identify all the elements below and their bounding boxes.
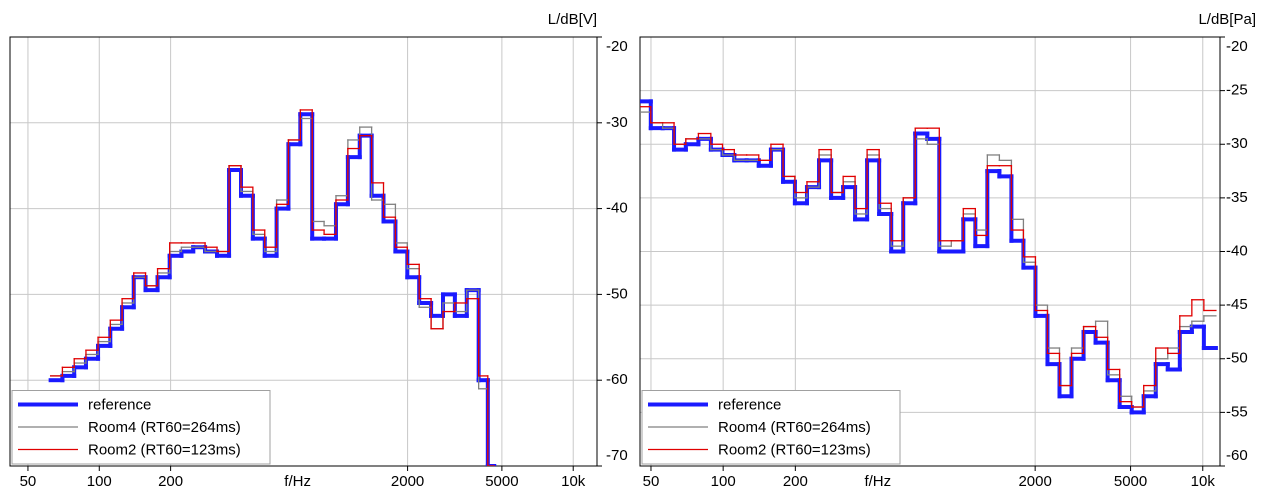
x-axis-label: f/Hz [864, 473, 891, 490]
y-tick-label: -55 [1226, 403, 1248, 420]
y-tick-label: -60 [606, 371, 628, 388]
y-tick-label: -45 [1226, 296, 1248, 313]
plot-frame [9, 36, 598, 467]
y-tick-label: -40 [1226, 242, 1248, 259]
x-tick-label: 5000 [485, 473, 518, 490]
y-tick-label: -50 [1226, 350, 1248, 367]
y-tick-label: -60 [1226, 447, 1248, 464]
legend-label: Room2 (RT60=123ms) [718, 441, 871, 458]
x-tick-label: 10k [561, 473, 586, 490]
x-axis-label: f/Hz [284, 473, 311, 490]
y-tick-label: -20 [1226, 38, 1248, 55]
legend-label: reference [718, 396, 781, 413]
y-tick-label: -25 [1226, 82, 1248, 99]
x-tick-label: 100 [87, 473, 112, 490]
y-tick-label: -50 [606, 285, 628, 302]
y-tick-label: -35 [1226, 189, 1248, 206]
series [640, 106, 1217, 408]
x-tick-label: 50 [643, 473, 660, 490]
y-axis-label: L/dB[Pa] [1198, 11, 1256, 28]
y-tick-label: -30 [1226, 135, 1248, 152]
plot-frame [639, 36, 1221, 467]
y-tick-label: -20 [606, 38, 628, 55]
legend-label: Room4 (RT60=264ms) [88, 419, 241, 436]
series [49, 109, 495, 466]
legend-label: Room4 (RT60=264ms) [718, 419, 871, 436]
y-tick-label: -40 [606, 200, 628, 217]
x-tick-label: 200 [158, 473, 183, 490]
y-axis-label: L/dB[V] [548, 11, 597, 28]
y-tick-label: -70 [606, 447, 628, 464]
x-tick-label: 100 [711, 473, 736, 490]
legend-label: reference [88, 396, 151, 413]
x-tick-label: 200 [783, 473, 808, 490]
x-tick-label: 2000 [391, 473, 424, 490]
legend-label: Room2 (RT60=123ms) [88, 441, 241, 458]
x-tick-label: 50 [20, 473, 37, 490]
x-tick-label: 5000 [1114, 473, 1147, 490]
x-tick-label: 2000 [1018, 473, 1051, 490]
x-tick-label: 10k [1191, 473, 1216, 490]
y-tick-label: -30 [606, 114, 628, 131]
